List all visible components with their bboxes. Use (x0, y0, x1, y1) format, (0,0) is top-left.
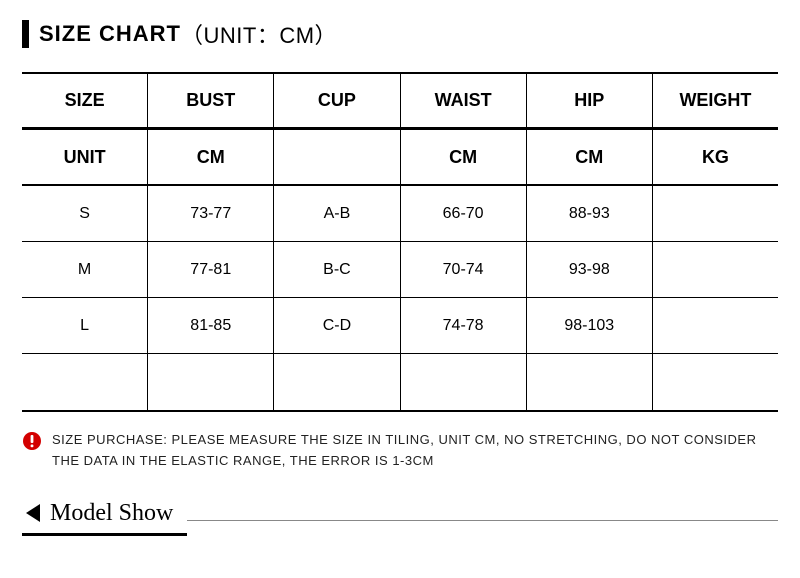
cell-size: S (22, 186, 148, 241)
cell-bust: 77-81 (148, 242, 274, 297)
page-title: SIZE CHART (39, 21, 181, 47)
cell-waist (401, 354, 527, 410)
col-header-weight: WEIGHT (653, 74, 778, 127)
table-row: S 73-77 A-B 66-70 88-93 (22, 186, 778, 242)
cell-hip: 88-93 (527, 186, 653, 241)
table-row (22, 354, 778, 410)
cell-waist: 74-78 (401, 298, 527, 353)
cell-weight (653, 186, 778, 241)
unit-waist: CM (401, 130, 527, 184)
cell-cup: B-C (274, 242, 400, 297)
cell-cup: A-B (274, 186, 400, 241)
col-header-hip: HIP (527, 74, 653, 127)
cell-weight (653, 242, 778, 297)
triangle-left-icon (26, 504, 40, 522)
cell-hip: 98-103 (527, 298, 653, 353)
model-show-bar: Model Show (22, 500, 778, 536)
col-header-cup: CUP (274, 74, 400, 127)
model-show-label: Model Show (50, 500, 173, 527)
note-text: SIZE PURCHASE: PLEASE MEASURE THE SIZE I… (52, 430, 778, 472)
cell-cup (274, 354, 400, 410)
warning-icon (22, 431, 42, 451)
table-row: M 77-81 B-C 70-74 93-98 (22, 242, 778, 298)
cell-waist: 66-70 (401, 186, 527, 241)
table-row: L 81-85 C-D 74-78 98-103 (22, 298, 778, 354)
cell-waist: 70-74 (401, 242, 527, 297)
cell-size: L (22, 298, 148, 353)
cell-bust (148, 354, 274, 410)
cell-cup: C-D (274, 298, 400, 353)
page-title-unit: （UNIT：CM） (181, 18, 337, 50)
size-chart-table: SIZE BUST CUP WAIST HIP WEIGHT UNIT CM C… (22, 72, 778, 412)
model-show-divider (187, 520, 778, 521)
model-show-label-box: Model Show (22, 500, 187, 536)
cell-bust: 73-77 (148, 186, 274, 241)
cell-bust: 81-85 (148, 298, 274, 353)
cell-size (22, 354, 148, 410)
col-header-waist: WAIST (401, 74, 527, 127)
cell-hip (527, 354, 653, 410)
cell-weight (653, 354, 778, 410)
cell-hip: 93-98 (527, 242, 653, 297)
cell-size: M (22, 242, 148, 297)
cell-weight (653, 298, 778, 353)
unit-hip: CM (527, 130, 653, 184)
title-bar: SIZE CHART （UNIT：CM） (0, 0, 800, 50)
unit-cup (274, 130, 400, 184)
table-unit-row: UNIT CM CM CM KG (22, 130, 778, 186)
col-header-size: SIZE (22, 74, 148, 127)
table-header-row: SIZE BUST CUP WAIST HIP WEIGHT (22, 74, 778, 130)
unit-label: UNIT (22, 130, 148, 184)
title-accent-mark (22, 20, 29, 48)
unit-weight: KG (653, 130, 778, 184)
note-section: SIZE PURCHASE: PLEASE MEASURE THE SIZE I… (22, 430, 778, 472)
unit-bust: CM (148, 130, 274, 184)
col-header-bust: BUST (148, 74, 274, 127)
